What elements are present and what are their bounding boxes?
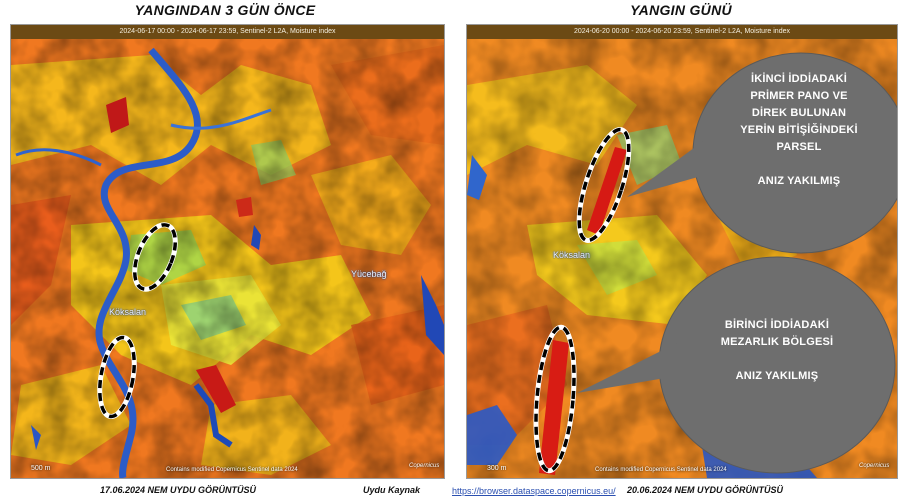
- left-moisture-map-image: [11, 25, 444, 478]
- right-panel-title: YANGIN GÜNÜ: [630, 2, 732, 18]
- copernicus-logo: Copernicus: [859, 463, 890, 469]
- callout-2-text: BİRİNCİ İDDİADAKİ MEZARLIK BÖLGESİ ANIZ …: [667, 317, 887, 385]
- callout-bubble-1: [627, 52, 897, 254]
- left-panel-title: YANGINDAN 3 GÜN ÖNCE: [134, 2, 316, 18]
- place-label-koksalan: Köksalan: [109, 307, 147, 317]
- right-marked-area-1: [577, 127, 631, 243]
- callout-1-text: İKİNCİ İDDİADAKİ PRİMER PANO VE DİREK BU…: [699, 71, 897, 190]
- callout-1-line: DİREK BULUNAN: [751, 107, 847, 119]
- copernicus-logo: Copernicus: [409, 463, 440, 469]
- callout-1-spacer: [699, 156, 897, 173]
- place-label-yucebag: Yücebağ: [351, 269, 387, 279]
- source-label: Uydu Kaynak: [363, 485, 421, 495]
- right-moisture-map-image: [467, 25, 897, 478]
- left-map-header: 2024-06-17 00:00 - 2024-06-17 23:59, Sen…: [11, 25, 444, 39]
- callout-bubble-2: [577, 256, 896, 474]
- place-label-koksalan: Köksalan: [553, 250, 591, 260]
- callout-2-spacer: [667, 351, 887, 368]
- callout-2-line: BİRİNCİ İDDİADAKİ: [724, 319, 830, 331]
- right-marked-area-2: [534, 325, 576, 473]
- callout-1-line: İKİNCİ İDDİADAKİ: [750, 73, 848, 85]
- callout-1-line: ANIZ YAKILMIŞ: [757, 175, 841, 187]
- left-caption: 17.06.2024 NEM UYDU GÖRÜNTÜSÜ: [100, 485, 257, 495]
- right-map-header: 2024-06-20 00:00 - 2024-06-20 23:59, Sen…: [467, 25, 897, 39]
- callout-1-line: YERİN BİTİŞİĞİNDEKİ: [740, 124, 858, 136]
- callout-1-line: PARSEL: [776, 141, 822, 153]
- left-marked-area-2: [98, 335, 136, 419]
- map-attribution: Contains modified Copernicus Sentinel da…: [166, 467, 298, 473]
- map-scale-bar: 300 m: [487, 465, 507, 472]
- callout-1-line: PRİMER PANO VE: [750, 90, 848, 102]
- right-satellite-map: 2024-06-20 00:00 - 2024-06-20 23:59, Sen…: [466, 24, 898, 479]
- right-caption: 20.06.2024 NEM UYDU GÖRÜNTÜSÜ: [627, 485, 784, 495]
- source-link[interactable]: https://browser.dataspace.copernicus.eu/: [452, 486, 616, 496]
- map-scale-bar: 500 m: [31, 465, 51, 472]
- map-attribution: Contains modified Copernicus Sentinel da…: [595, 467, 727, 473]
- left-marked-area-1: [132, 223, 178, 291]
- callout-2-line: MEZARLIK BÖLGESİ: [720, 336, 834, 348]
- left-satellite-map: 2024-06-17 00:00 - 2024-06-17 23:59, Sen…: [10, 24, 445, 479]
- callout-2-line: ANIZ YAKILMIŞ: [735, 370, 819, 382]
